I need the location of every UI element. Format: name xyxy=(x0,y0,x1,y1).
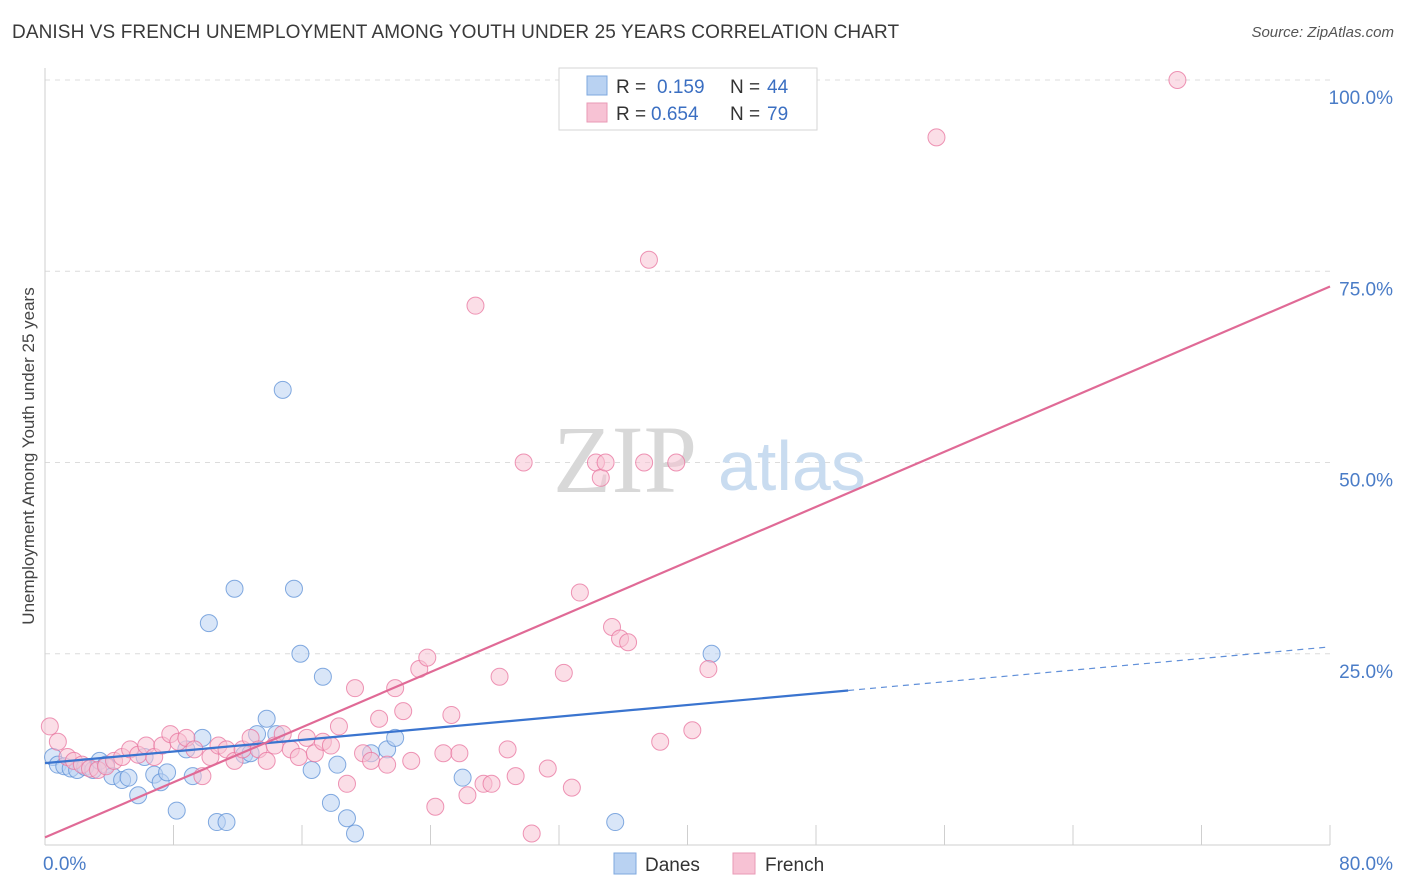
french-point xyxy=(651,732,670,751)
legend-bottom-swatch-french xyxy=(732,852,756,875)
french-point xyxy=(498,740,517,759)
french-point xyxy=(289,748,308,767)
french-point xyxy=(402,751,421,770)
y-axis-label: Unemployment Among Youth under 25 years xyxy=(19,287,38,624)
french-point xyxy=(490,667,509,686)
danes-point xyxy=(328,755,347,774)
french-point xyxy=(1168,71,1187,89)
french-point xyxy=(506,767,525,786)
y-tick-label: 75.0% xyxy=(1339,279,1393,300)
y-tick-labels: 25.0% 50.0% 75.0% 100.0% xyxy=(1329,88,1394,683)
french-point xyxy=(458,786,477,805)
french-point xyxy=(48,732,67,751)
french-point xyxy=(337,774,356,793)
y-tick-label: 25.0% xyxy=(1339,662,1393,683)
danes-point xyxy=(337,809,356,828)
legend-danes-r: 0.159 xyxy=(657,77,705,98)
legend-french-r-label: R = xyxy=(616,104,646,125)
legend-danes-n: 44 xyxy=(767,77,789,98)
french-point xyxy=(434,744,453,763)
danes-point xyxy=(273,380,292,399)
legend-bottom-swatch-danes xyxy=(613,852,637,875)
legend-swatch-french xyxy=(586,102,608,123)
watermark-atlas: atlas xyxy=(718,427,866,505)
legend-swatch-danes xyxy=(586,75,608,96)
french-point xyxy=(562,778,581,797)
danes-point xyxy=(225,579,244,598)
legend-top: R = 0.159 N = 44 R = 0.654 N = 79 xyxy=(558,67,818,131)
legend-danes-r-label: R = xyxy=(616,77,646,98)
source-label: Source: ZipAtlas.com xyxy=(1251,24,1394,41)
french-point xyxy=(346,679,365,698)
french-point xyxy=(619,633,638,652)
french-point xyxy=(596,453,615,472)
french-point xyxy=(554,663,573,682)
legend-bottom-danes: Danes xyxy=(645,855,700,876)
french-point xyxy=(639,250,658,269)
french-point xyxy=(321,736,340,755)
danes-trend-extension xyxy=(848,646,1331,692)
danes-point xyxy=(158,763,177,782)
french-point xyxy=(538,759,557,778)
x-tick-label-max: 80.0% xyxy=(1339,854,1393,875)
y-tick-label: 50.0% xyxy=(1339,471,1393,492)
danes-point xyxy=(167,801,186,820)
legend-danes-n-label: N = xyxy=(730,77,760,98)
danes-point xyxy=(386,728,405,747)
legend-french-n: 79 xyxy=(767,104,788,125)
french-point xyxy=(378,755,397,774)
french-point xyxy=(370,709,389,728)
danes-point xyxy=(453,768,472,787)
french-point xyxy=(329,717,348,736)
danes-point xyxy=(217,813,236,832)
french-point xyxy=(426,797,445,816)
chart-title: DANISH VS FRENCH UNEMPLOYMENT AMONG YOUT… xyxy=(12,22,900,43)
french-point xyxy=(362,751,381,770)
danes-point xyxy=(321,793,340,812)
danes-point xyxy=(284,579,303,598)
french-point xyxy=(466,296,485,315)
x-tick-label-min: 0.0% xyxy=(43,854,86,875)
french-point xyxy=(522,824,541,843)
french-point xyxy=(257,751,276,770)
danes-point xyxy=(702,644,721,663)
french-point xyxy=(394,702,413,721)
danes-point xyxy=(346,824,365,843)
french-trend-line xyxy=(44,285,1331,839)
danes-point xyxy=(606,813,625,832)
french-point xyxy=(418,648,437,667)
french-point xyxy=(514,453,533,472)
french-point xyxy=(482,774,501,793)
french-point xyxy=(699,660,718,679)
french-point xyxy=(927,128,946,147)
y-tick-label: 100.0% xyxy=(1329,88,1394,109)
french-point xyxy=(635,453,654,472)
danes-point xyxy=(119,768,138,787)
danes-point xyxy=(302,761,321,780)
grid-lines xyxy=(45,79,1330,655)
danes-point xyxy=(291,644,310,663)
legend-french-r: 0.654 xyxy=(651,104,699,125)
danes-point xyxy=(199,614,218,633)
legend-bottom: Danes French xyxy=(613,852,824,876)
legend-french-n-label: N = xyxy=(730,104,760,125)
danes-point xyxy=(313,667,332,686)
french-point xyxy=(667,453,686,472)
french-point xyxy=(591,468,610,487)
french-point xyxy=(683,721,702,740)
french-point xyxy=(570,583,589,602)
danes-point xyxy=(257,709,276,728)
axes xyxy=(44,68,1331,846)
french-point xyxy=(450,744,469,763)
trend-lines xyxy=(44,285,1331,839)
danes-trend-line xyxy=(44,689,849,765)
french-point xyxy=(40,717,59,736)
legend-bottom-french: French xyxy=(765,855,824,876)
x-tick-labels: 0.0% 80.0% xyxy=(43,854,1393,875)
french-point xyxy=(442,705,461,724)
